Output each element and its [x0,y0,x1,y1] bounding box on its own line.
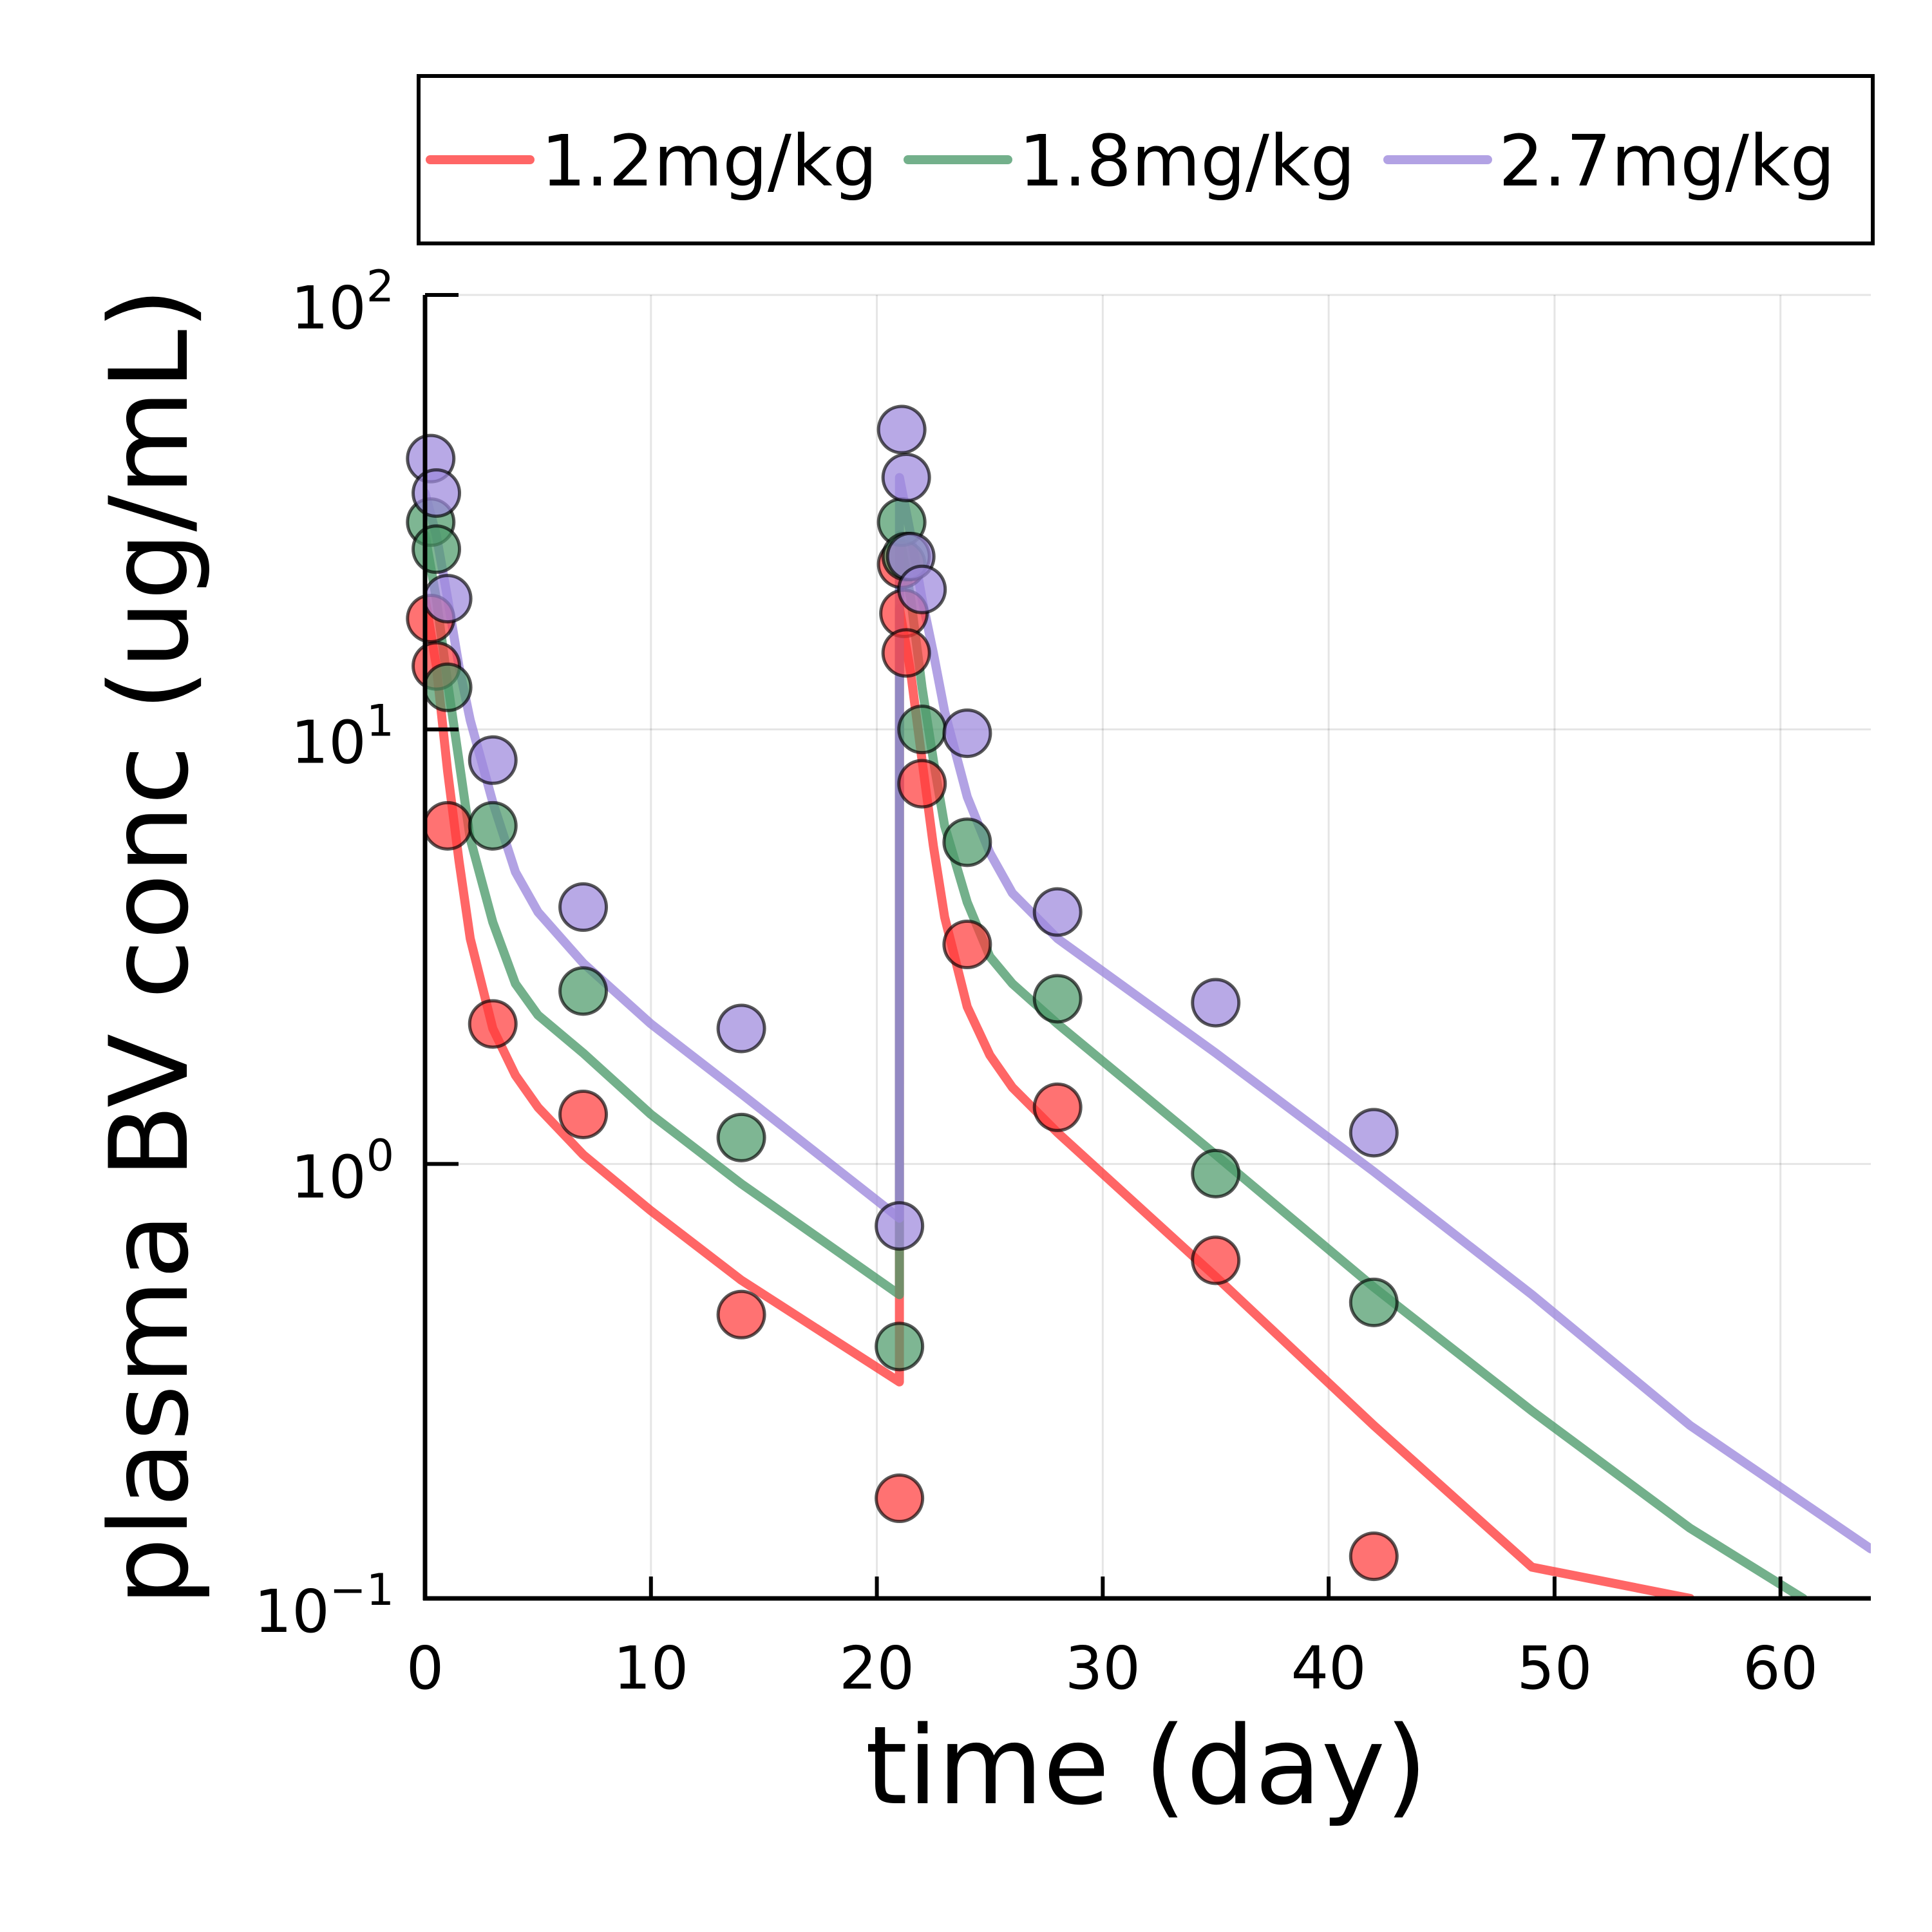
data-point-series-1 [897,759,947,809]
observed-points [406,404,1399,1582]
data-point-series-2 [942,817,992,867]
data-point-series-1 [1032,1082,1083,1132]
legend-label-3: 2.7mg/kg [1499,120,1835,202]
data-point-series-3 [558,882,609,933]
data-point-series-1 [1349,1531,1399,1582]
data-point-series-2 [1191,1148,1241,1198]
data-point-series-2 [468,800,518,851]
data-point-series-1 [558,1089,609,1139]
x-axis-label: time (day) [865,1703,1427,1829]
x-tick-label: 10 [613,1634,688,1703]
data-point-series-3 [468,735,518,785]
data-point-series-2 [422,662,473,712]
legend: 1.2mg/kg 1.8mg/kg 2.7mg/kg [417,74,1875,245]
x-tick-label: 60 [1743,1634,1818,1703]
data-point-series-3 [716,1003,766,1054]
data-point-series-1 [716,1289,766,1340]
y-tick-label: 100 [291,1130,394,1211]
fit-line-2 [425,531,1808,1598]
data-point-series-3 [422,574,473,624]
data-point-series-3 [897,564,947,614]
y-axis-label: plasma BV conc (ug/mL) [86,287,213,1606]
data-point-series-2 [875,1321,925,1372]
data-point-series-2 [716,1112,766,1162]
data-point-series-2 [897,705,947,755]
x-tick-label: 50 [1517,1634,1592,1703]
data-point-series-2 [1032,974,1083,1024]
data-point-series-1 [875,1473,925,1524]
x-tick-label: 30 [1065,1634,1141,1703]
data-point-series-3 [876,404,927,455]
legend-box [417,74,1875,245]
data-point-series-3 [1349,1108,1399,1158]
grid-lines [425,294,1871,1598]
x-tick-label: 0 [406,1634,444,1703]
data-point-series-2 [412,524,462,574]
y-tick-label: 101 [291,696,394,777]
axes [422,293,1871,1601]
data-point-series-3 [942,708,992,759]
y-tick-label: 102 [291,261,394,343]
x-tick-label: 20 [839,1634,914,1703]
data-point-series-1 [881,628,931,678]
fit-lines [425,473,1871,1598]
fit-line-3 [425,473,1871,1554]
legend-label-1: 1.2mg/kg [541,120,878,202]
x-tick-label: 40 [1291,1634,1367,1703]
data-point-series-3 [1032,887,1083,937]
tick-labels: 0 10 20 30 40 50 60 10−1 100 101 102 [254,261,1819,1703]
data-point-series-1 [422,800,473,851]
data-point-series-3 [1191,978,1241,1028]
data-point-series-3 [881,453,931,503]
legend-label-2: 1.8mg/kg [1019,120,1356,202]
y-tick-label: 10−1 [254,1565,394,1646]
data-point-series-1 [942,920,992,970]
data-point-series-3 [875,1201,925,1251]
data-point-series-1 [1191,1235,1241,1285]
data-point-series-2 [558,966,609,1016]
data-point-series-3 [412,468,462,518]
data-point-series-1 [468,999,518,1049]
data-point-series-2 [1349,1277,1399,1327]
